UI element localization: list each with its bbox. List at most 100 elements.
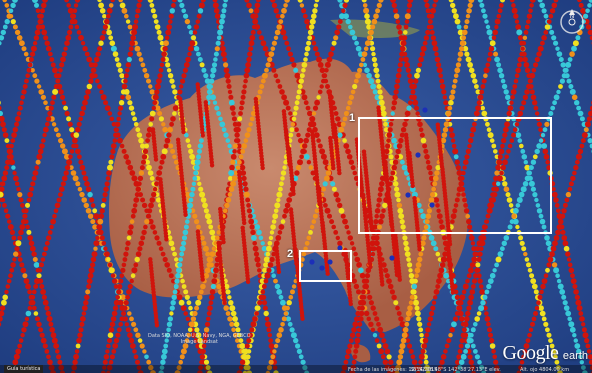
track-point	[322, 73, 328, 79]
track-point	[309, 24, 315, 30]
track-point	[186, 208, 192, 214]
track-point	[115, 121, 121, 128]
track-point	[185, 56, 191, 63]
track-point	[220, 13, 226, 19]
track-point	[28, 57, 34, 62]
track-point	[479, 89, 485, 95]
track-point	[433, 289, 440, 295]
track-point	[451, 84, 457, 89]
track-point	[172, 289, 178, 295]
track-point	[433, 295, 438, 300]
track-point	[0, 316, 3, 322]
track-point	[70, 13, 77, 19]
track-point	[241, 175, 247, 181]
track-point	[223, 67, 230, 74]
track-point	[244, 67, 251, 74]
track-point	[573, 338, 578, 343]
track-point	[132, 116, 138, 122]
track-point	[97, 46, 103, 52]
track-point	[295, 164, 302, 171]
track-point	[473, 273, 479, 279]
track-point	[430, 192, 436, 198]
track-point	[10, 19, 16, 25]
track-point	[136, 365, 142, 370]
track-point	[398, 213, 405, 220]
track-point	[419, 132, 425, 138]
track-point	[532, 100, 538, 106]
track-point	[586, 116, 592, 122]
track-point	[455, 359, 461, 365]
track-point	[496, 181, 501, 186]
track-point	[19, 40, 25, 47]
track-point	[243, 78, 248, 84]
track-point	[461, 170, 466, 176]
track-point	[228, 94, 234, 100]
track-point	[326, 56, 333, 63]
track-point	[176, 365, 182, 371]
track-point	[558, 84, 563, 89]
track-point	[399, 51, 405, 57]
track-point	[76, 337, 82, 344]
track-point	[171, 278, 176, 284]
track-point	[280, 299, 286, 306]
track-point	[453, 154, 459, 160]
track-point	[391, 137, 397, 144]
track-point	[351, 278, 357, 284]
compass-icon[interactable]: N	[558, 6, 586, 40]
track-point	[381, 338, 387, 344]
track-point	[277, 230, 283, 235]
track-point	[519, 143, 524, 149]
track-point	[403, 30, 408, 35]
track-point	[266, 267, 272, 273]
track-point	[462, 321, 469, 328]
track-point	[183, 13, 189, 19]
track-point	[22, 213, 28, 219]
track-point	[45, 45, 52, 52]
track-point	[317, 89, 323, 95]
track-point	[371, 246, 377, 252]
track-point	[213, 57, 218, 62]
track-point	[395, 78, 401, 84]
track-point	[476, 311, 482, 316]
track-point	[13, 251, 19, 257]
track-point	[8, 273, 13, 279]
track-point	[481, 8, 486, 14]
track-point	[328, 175, 334, 181]
track-point	[437, 365, 443, 371]
track-point	[230, 153, 237, 160]
track-point	[113, 132, 119, 138]
track-point	[469, 262, 476, 268]
track-point	[349, 332, 356, 338]
track-point	[87, 191, 93, 198]
track-point	[576, 305, 583, 311]
track-point	[253, 13, 259, 19]
track-point	[199, 354, 206, 360]
track-point	[88, 267, 95, 274]
track-point	[457, 349, 463, 354]
track-point	[297, 159, 303, 166]
track-point	[7, 219, 12, 224]
track-point	[549, 29, 555, 35]
track-point	[362, 3, 368, 8]
track-point	[476, 257, 482, 262]
track-point	[29, 186, 34, 192]
track-point	[509, 0, 515, 3]
track-point	[343, 110, 350, 117]
track-point	[511, 132, 516, 138]
track-point	[0, 110, 3, 117]
track-point	[300, 359, 306, 365]
track-point	[90, 203, 96, 208]
track-point	[17, 257, 23, 262]
region-box-2	[299, 250, 352, 282]
track-point	[187, 24, 192, 30]
track-point	[348, 24, 353, 30]
track-point	[47, 230, 53, 235]
track-point	[457, 299, 464, 306]
track-point	[39, 284, 45, 289]
track-point	[146, 78, 151, 84]
tour-guide-button[interactable]: Guía turística	[4, 365, 44, 373]
track-point	[414, 305, 420, 311]
track-point	[266, 245, 272, 252]
track-point	[99, 35, 106, 41]
